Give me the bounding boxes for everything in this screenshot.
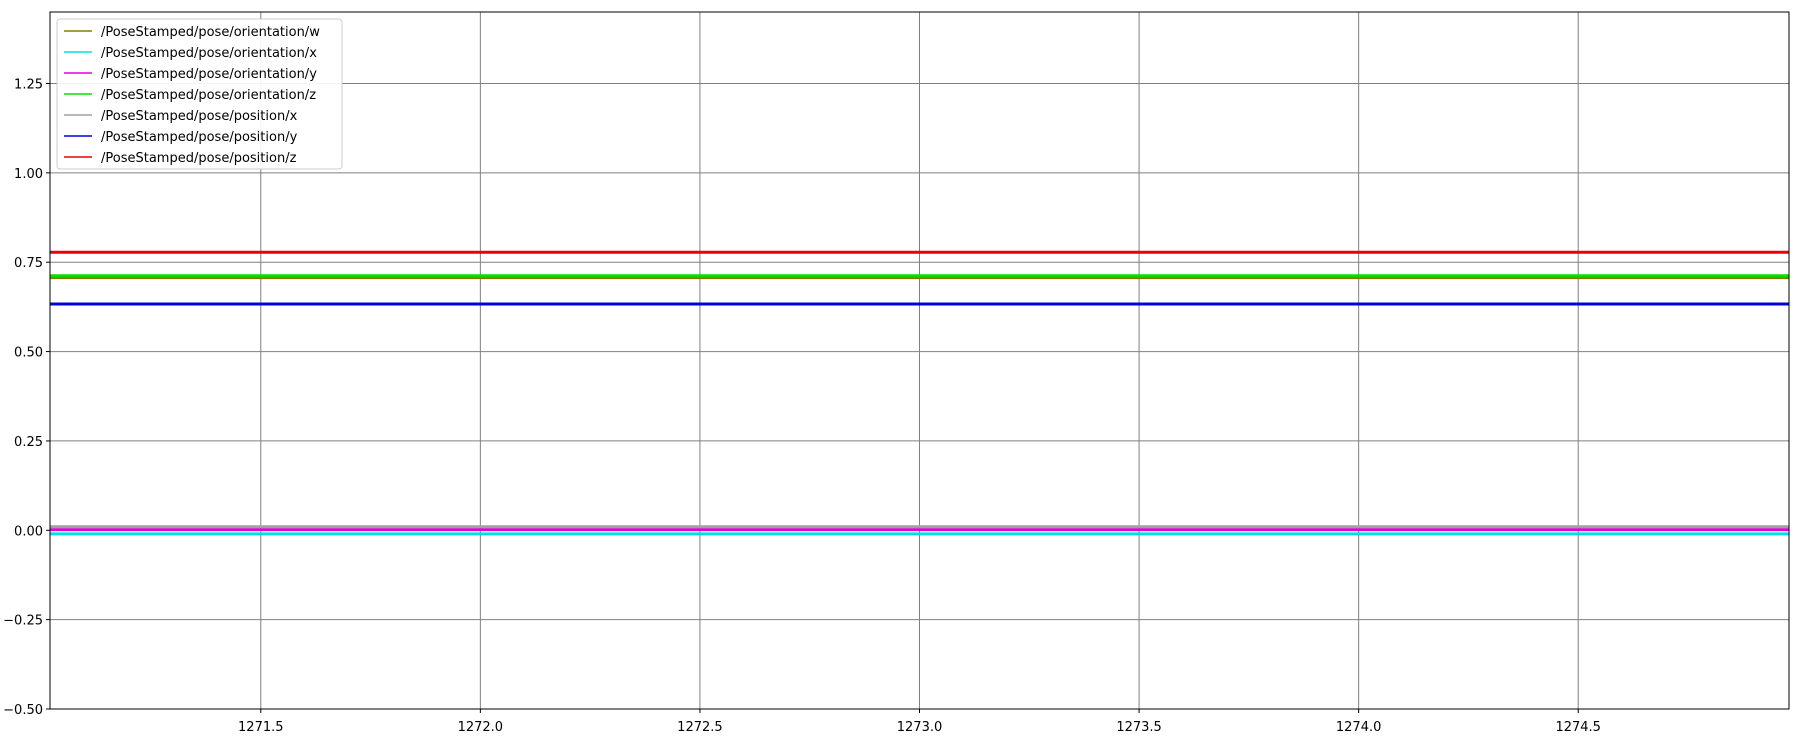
x-tick-label: 1273.0 — [897, 720, 943, 735]
legend-entry-label: /PoseStamped/pose/orientation/y — [101, 67, 317, 82]
legend-entry-label: /PoseStamped/pose/position/y — [101, 130, 298, 145]
y-tick-label: 0.50 — [14, 346, 43, 361]
x-tick-label: 1272.0 — [458, 720, 504, 735]
legend: /PoseStamped/pose/orientation/w/PoseStam… — [56, 18, 343, 170]
legend-box — [56, 18, 343, 170]
y-tick-label: 0.25 — [14, 435, 43, 450]
y-tick-label: 1.00 — [14, 167, 43, 182]
y-tick-label: −0.25 — [3, 614, 43, 629]
tick-layer: 1271.5 1272.0 1272.5 1273.0 1273.5 1274.0 1274… — [3, 77, 1601, 735]
y-tick-label: 0.75 — [14, 256, 43, 271]
y-tick-label: 0.00 — [14, 524, 43, 539]
x-tick-label: 1274.0 — [1336, 720, 1382, 735]
y-tick-label: 1.25 — [14, 77, 43, 92]
legend-entry-label: /PoseStamped/pose/orientation/x — [101, 46, 317, 61]
x-tick-label: 1272.5 — [677, 720, 723, 735]
x-tick-label: 1271.5 — [238, 720, 284, 735]
legend-entry-label: /PoseStamped/pose/orientation/w — [101, 25, 320, 40]
y-tick-label: −0.50 — [3, 703, 43, 718]
legend-entry-label: /PoseStamped/pose/orientation/z — [101, 88, 316, 103]
series-layer — [50, 250, 1789, 536]
legend-entry-label: /PoseStamped/pose/position/z — [101, 151, 297, 166]
legend-entry-label: /PoseStamped/pose/position/x — [101, 109, 298, 124]
x-tick-label: 1273.5 — [1116, 720, 1162, 735]
x-tick-label: 1274.5 — [1555, 720, 1601, 735]
